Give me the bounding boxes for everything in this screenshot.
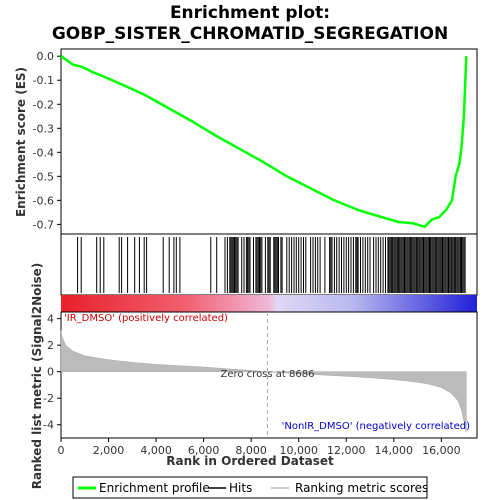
legend-box (72, 476, 428, 499)
x-axis: 0 2,000 4,000 6,000 8,000 10,000 12,000 14,000 1… (58, 438, 461, 457)
positive-region-label: 'IR_DMSO' (positively correlated) (64, 313, 228, 324)
es-y-tick-label: -0.2 (33, 98, 54, 111)
metric-y-axis: 4 2 0 -2 -4 (43, 313, 61, 432)
legend-label-hits: Hits (229, 481, 252, 495)
x-tick-label: 2,000 (93, 444, 125, 457)
es-y-axis-label: Enrichment score (ES) (14, 67, 28, 217)
metric-y-tick-label: 2 (47, 339, 54, 352)
x-tick-label: 0 (58, 444, 65, 457)
legend-label-ranking: Ranking metric scores (295, 481, 428, 495)
es-panel (60, 48, 478, 235)
x-tick-label: 12,000 (327, 444, 366, 457)
metric-y-tick-label: -4 (43, 419, 54, 432)
legend-label-es: Enrichment profile (99, 481, 210, 495)
zero-cross-label: Zero cross at 8686 (220, 369, 314, 380)
x-tick-label: 8,000 (235, 444, 267, 457)
x-axis-label: Rank in Ordered Dataset (166, 454, 334, 468)
metric-y-tick-label: 4 (47, 313, 54, 326)
es-y-tick-label: 0.0 (37, 50, 55, 63)
metric-y-tick-label: -2 (43, 392, 54, 405)
es-y-tick-label: -0.3 (33, 122, 54, 135)
x-tick-label: 10,000 (279, 444, 318, 457)
es-y-tick-label: -0.1 (33, 74, 54, 87)
es-y-axis: 0.0 -0.1 -0.2 -0.3 -0.4 -0.5 -0.6 -0.7 (33, 50, 61, 231)
es-y-tick-label: -0.4 (33, 146, 54, 159)
rank-color-bar (61, 295, 477, 312)
x-tick-label: 4,000 (140, 444, 172, 457)
enrichment-profile-line (60, 55, 468, 229)
negative-region-label: 'NonIR_DMSO' (negatively correlated) (282, 421, 470, 432)
metric-area (60, 330, 467, 433)
metric-y-tick-label: 0 (47, 366, 54, 379)
x-tick-label: 14,000 (375, 444, 414, 457)
ranking-metric-area (60, 330, 467, 433)
es-curve-group (60, 55, 468, 229)
es-y-tick-label: -0.7 (33, 218, 54, 231)
chart-title-line1: Enrichment plot: (170, 3, 330, 23)
hit-lines (77, 237, 466, 293)
chart-title-line2: GOBP_SISTER_CHROMATID_SEGREGATION (52, 24, 448, 44)
metric-y-axis-label: Ranked list metric (Signal2Noise) (30, 263, 44, 490)
x-tick-label: 6,000 (188, 444, 220, 457)
es-y-tick-label: -0.5 (33, 170, 54, 183)
es-y-tick-label: -0.6 (33, 194, 54, 207)
x-tick-label: 16,000 (422, 444, 461, 457)
